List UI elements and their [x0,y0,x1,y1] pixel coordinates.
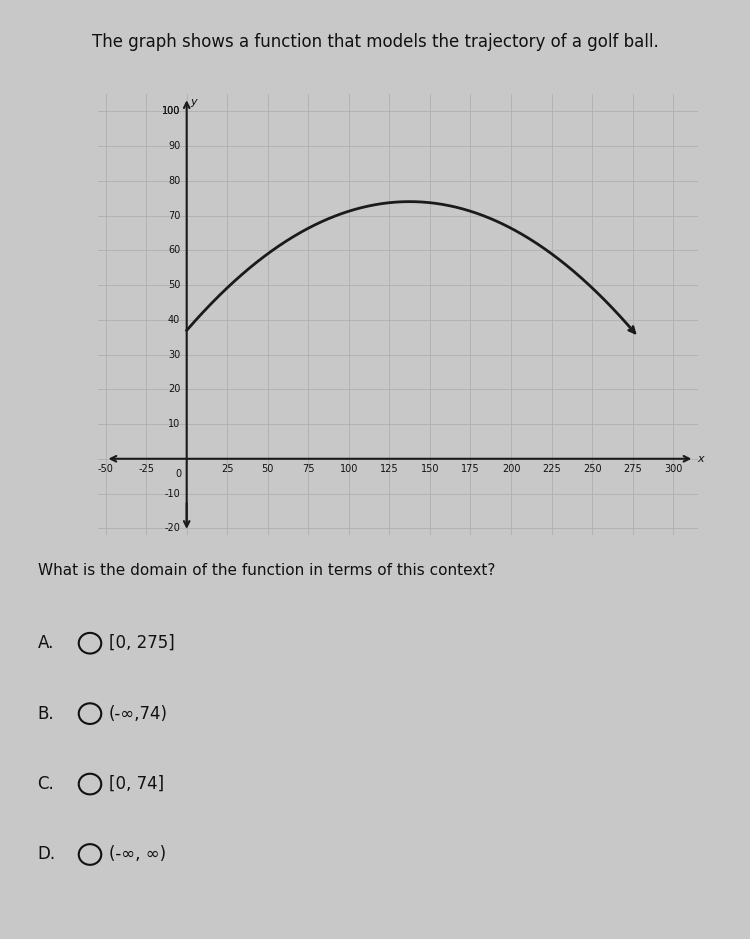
Text: 100: 100 [162,106,180,116]
Text: 100: 100 [340,464,358,474]
Text: 25: 25 [221,464,233,474]
Text: 150: 150 [421,464,440,474]
Text: 125: 125 [380,464,399,474]
Text: 80: 80 [168,176,180,186]
Text: 70: 70 [168,210,180,221]
Text: -10: -10 [164,488,180,499]
Text: -25: -25 [138,464,154,474]
Text: C.: C. [38,775,54,793]
Text: A.: A. [38,634,54,653]
Text: [0, 275]: [0, 275] [109,634,175,653]
Text: 200: 200 [502,464,520,474]
Text: x: x [698,454,704,464]
Text: -20: -20 [164,523,180,533]
Text: 275: 275 [623,464,642,474]
Text: (-∞, ∞): (-∞, ∞) [109,845,166,864]
Text: 300: 300 [664,464,682,474]
Text: (-∞,74): (-∞,74) [109,704,168,723]
Text: 90: 90 [168,141,180,151]
Text: y: y [190,98,196,107]
Text: 250: 250 [583,464,602,474]
Text: -50: -50 [98,464,113,474]
Text: B.: B. [38,704,54,723]
Text: 40: 40 [168,315,180,325]
Text: 10: 10 [168,419,180,429]
Text: 60: 60 [168,245,180,255]
Text: The graph shows a function that models the trajectory of a golf ball.: The graph shows a function that models t… [92,33,658,52]
Text: 0: 0 [176,470,181,479]
Text: 100: 100 [162,106,180,116]
Text: 50: 50 [262,464,274,474]
Text: 225: 225 [542,464,561,474]
Text: What is the domain of the function in terms of this context?: What is the domain of the function in te… [38,563,495,578]
Text: 175: 175 [461,464,480,474]
Text: [0, 74]: [0, 74] [109,775,164,793]
Text: D.: D. [38,845,56,864]
Text: 20: 20 [168,384,180,394]
Text: 30: 30 [168,349,180,360]
Text: 50: 50 [168,280,180,290]
Text: 75: 75 [302,464,314,474]
